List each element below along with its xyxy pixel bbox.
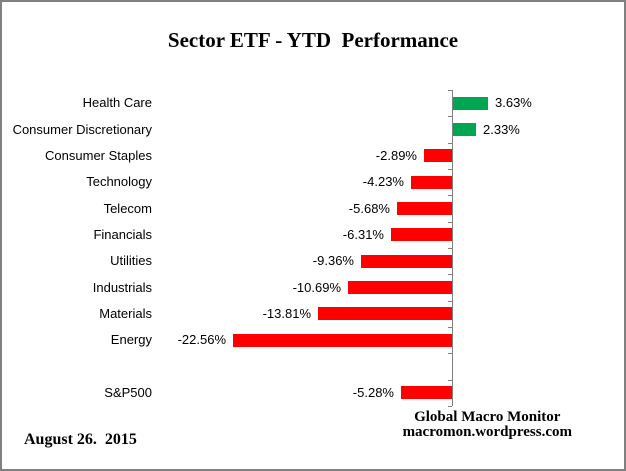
axis-tick: [448, 116, 452, 117]
chart-title: Sector ETF - YTD Performance: [167, 28, 459, 52]
value-label: -2.89%: [375, 148, 417, 163]
category-label: Consumer Discretionary: [12, 122, 152, 137]
value-axis: [452, 90, 453, 406]
chart-date: August 26. 2015: [24, 431, 137, 448]
axis-tick: [448, 274, 452, 275]
value-label: -5.28%: [352, 385, 394, 400]
bar-negative: [424, 149, 452, 162]
axis-tick: [448, 222, 452, 223]
category-label: Health Care: [82, 95, 152, 110]
source-attribution: Global Macro Monitor macromon.wordpress.…: [403, 410, 572, 440]
value-label: 2.33%: [483, 122, 520, 137]
axis-tick: [448, 301, 452, 302]
bar-negative: [361, 255, 452, 268]
bar-negative: [397, 202, 452, 215]
axis-tick: [448, 169, 452, 170]
category-label: S&P500: [104, 385, 152, 400]
bar-negative: [391, 228, 452, 241]
axis-tick: [448, 143, 452, 144]
bar-negative: [318, 307, 452, 320]
value-label: -9.36%: [312, 253, 354, 268]
bar-negative: [411, 176, 452, 189]
axis-tick: [448, 380, 452, 381]
value-label: -10.69%: [292, 280, 341, 295]
bar-negative: [401, 386, 452, 399]
category-label: Industrials: [92, 280, 152, 295]
bar-negative: [348, 281, 452, 294]
category-label: Consumer Staples: [45, 148, 152, 163]
category-label: Technology: [86, 174, 152, 189]
value-label: 3.63%: [495, 95, 532, 110]
category-label: Telecom: [103, 201, 152, 216]
value-label: -4.23%: [362, 174, 404, 189]
value-label: -13.81%: [262, 306, 311, 321]
value-label: -5.68%: [348, 201, 390, 216]
axis-tick: [448, 406, 452, 407]
axis-tick: [448, 90, 452, 91]
category-label: Energy: [110, 332, 152, 347]
bar-positive: [453, 97, 488, 110]
axis-tick: [448, 327, 452, 328]
source-name: Global Macro Monitor: [414, 409, 561, 425]
value-label: -22.56%: [177, 332, 226, 347]
source-url: macromon.wordpress.com: [402, 424, 572, 440]
axis-tick: [448, 248, 452, 249]
value-label: -6.31%: [342, 227, 384, 242]
axis-tick: [448, 353, 452, 354]
category-label: Materials: [99, 306, 152, 321]
bar-negative: [233, 334, 452, 347]
axis-tick: [448, 195, 452, 196]
category-label: Utilities: [110, 253, 152, 268]
bar-positive: [453, 123, 476, 136]
category-label: Financials: [93, 227, 152, 242]
